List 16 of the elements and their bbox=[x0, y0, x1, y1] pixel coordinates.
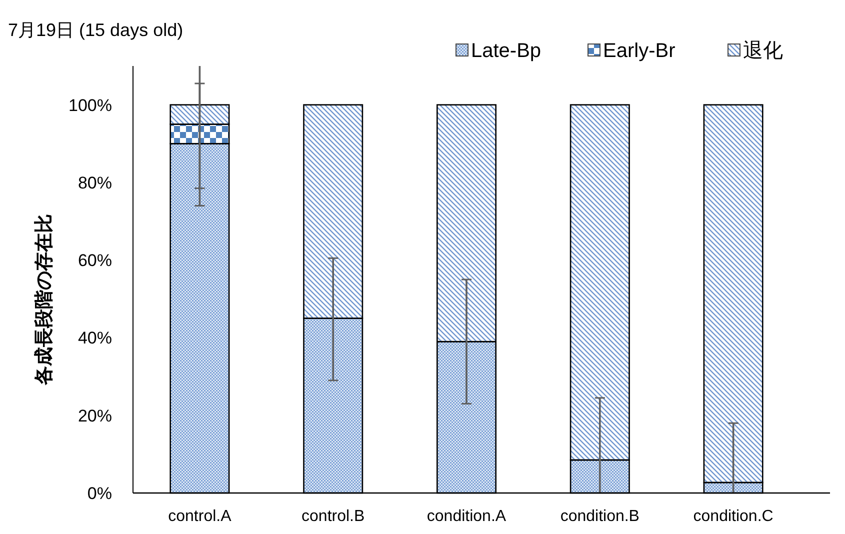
chart-title: 7月19日 (15 days old) bbox=[8, 20, 184, 40]
y-tick-label: 20% bbox=[78, 406, 112, 426]
y-axis-title: 各成長段階の存在比 bbox=[33, 214, 55, 386]
y-tick-label: 0% bbox=[87, 484, 112, 503]
legend-label: 退化 bbox=[743, 40, 783, 62]
x-tick-label: condition.C bbox=[693, 508, 774, 525]
x-tick-label: control.B bbox=[302, 508, 365, 525]
y-tick-label: 80% bbox=[78, 173, 112, 192]
x-tick-label: condition.B bbox=[560, 508, 640, 525]
x-tick-label: control.A bbox=[168, 508, 232, 525]
y-tick-label: 40% bbox=[78, 328, 112, 348]
y-tick-label: 60% bbox=[78, 251, 112, 270]
y-tick-label: 100% bbox=[68, 96, 112, 115]
x-tick-label: condition.A bbox=[426, 508, 506, 525]
legend-label: Early-Br bbox=[603, 40, 676, 62]
legend-label: Late-Bp bbox=[471, 40, 542, 62]
